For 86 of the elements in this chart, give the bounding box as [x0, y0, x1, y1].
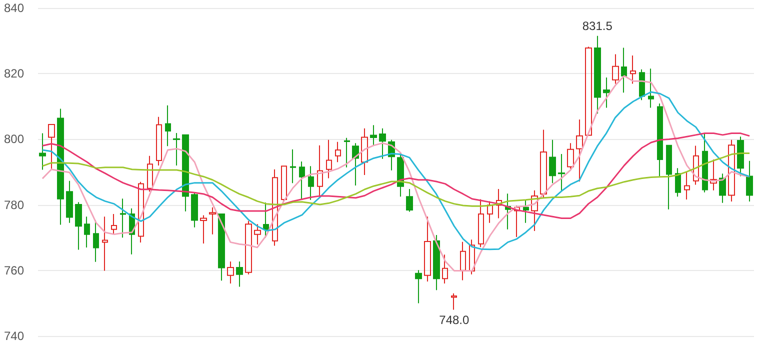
candlestick: [299, 161, 305, 200]
candlestick: [370, 124, 377, 146]
candlestick: [567, 142, 574, 170]
candlestick: [666, 144, 672, 210]
candlestick: [594, 35, 601, 114]
candlestick: [693, 145, 699, 186]
candlestick: [75, 202, 82, 250]
line-series: [42, 75, 750, 272]
y-tick-label: 740: [4, 329, 24, 343]
candlestick: [612, 54, 619, 84]
candlestick: [39, 132, 46, 170]
candlestick: [138, 181, 144, 244]
candlestick: [719, 173, 726, 204]
candlestick: [728, 139, 735, 202]
candlestick: [702, 133, 708, 193]
candlestick: [227, 261, 234, 284]
candlestick: [245, 220, 252, 275]
line-series: [42, 152, 750, 207]
candlestick: [549, 139, 556, 184]
candlestick: [737, 136, 744, 177]
candlestick: [558, 153, 565, 192]
candlestick: [576, 119, 583, 182]
candlestick: [48, 124, 55, 170]
candlestick: [361, 128, 368, 176]
candlestick: [191, 192, 198, 228]
candlestick: [281, 166, 287, 202]
candlestick: [254, 224, 261, 245]
candlestick: [218, 213, 225, 282]
candlestick: [746, 160, 753, 202]
candlestick: [648, 68, 654, 108]
candlestick: [469, 239, 475, 275]
annotation: 831.5: [582, 18, 613, 33]
line-series: [42, 91, 750, 250]
candlestick: [630, 55, 636, 84]
y-tick-label: 820: [4, 66, 24, 81]
y-tick-label: 760: [4, 263, 24, 278]
candlestick: [603, 77, 610, 108]
candlestick: [442, 254, 448, 284]
candlestick: [317, 144, 323, 198]
candlestick: [523, 199, 529, 224]
candlestick: [657, 102, 663, 177]
candlestick: [621, 47, 627, 94]
y-tick-label: 800: [4, 132, 24, 146]
candlestick: [120, 198, 126, 238]
candlestick: [326, 139, 332, 179]
candlestick: [451, 292, 457, 310]
candlestick: [209, 206, 216, 235]
candlestick: [478, 198, 484, 248]
candlestick: [147, 155, 153, 192]
candlestick: [66, 180, 73, 224]
candlestick: [200, 214, 207, 244]
candlestick: [344, 137, 350, 168]
candlestick: [684, 172, 690, 200]
candlestick: [710, 159, 717, 191]
candlestick: [165, 104, 171, 147]
candlestick: [173, 132, 180, 166]
candlestick: [102, 216, 108, 272]
candlestick: [540, 129, 547, 198]
candlestick: [460, 241, 466, 281]
candlestick: [639, 68, 645, 101]
line-series: [42, 132, 750, 219]
candlestick: [496, 188, 502, 219]
y-tick-label: 780: [4, 198, 24, 212]
candlestick: [406, 188, 413, 212]
candlestick: [415, 270, 422, 304]
candlestick: [111, 213, 117, 234]
candlestick: [352, 142, 359, 186]
candlestick: [585, 46, 592, 136]
annotation: 748.0: [439, 312, 470, 327]
candlestick: [487, 200, 493, 224]
candlestick: [236, 261, 243, 288]
candlestick: [433, 234, 440, 291]
candlestick: [57, 108, 64, 226]
candlestick: [156, 116, 162, 166]
candlestick: [379, 128, 386, 160]
candlestick: [531, 190, 538, 232]
candlestick: [335, 141, 341, 163]
candlestick: [263, 202, 269, 238]
candlestick: [308, 166, 314, 200]
candlestick: [424, 216, 431, 282]
candlestick: [272, 168, 278, 246]
candlestick: [290, 148, 296, 184]
candlestick: [675, 168, 681, 198]
candlestick: [84, 216, 90, 248]
candlestick: [93, 220, 99, 262]
y-tick-label: 840: [4, 1, 24, 15]
